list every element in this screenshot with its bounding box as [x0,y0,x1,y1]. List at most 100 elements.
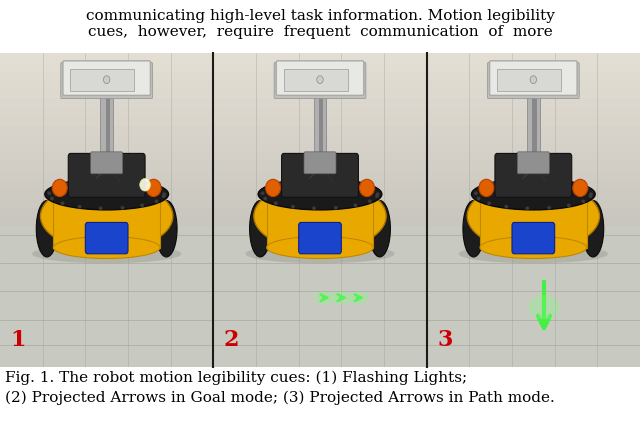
Ellipse shape [258,179,382,210]
Ellipse shape [53,237,160,259]
Ellipse shape [573,179,588,197]
Text: cues,  however,  require  frequent  communication  of  more: cues, however, require frequent communic… [88,25,552,39]
Bar [213,89,427,98]
FancyBboxPatch shape [304,152,336,174]
Ellipse shape [267,237,373,259]
FancyBboxPatch shape [299,223,341,254]
Ellipse shape [156,201,177,257]
Bar [213,117,427,126]
Ellipse shape [254,181,386,251]
Bar [427,162,640,171]
Ellipse shape [334,206,338,209]
Ellipse shape [331,291,352,304]
Bar [0,135,213,144]
Ellipse shape [581,199,585,203]
FancyBboxPatch shape [61,62,152,98]
Bar [106,94,110,163]
Ellipse shape [555,179,559,183]
Bar [267,201,373,248]
Text: (2) Projected Arrows in Goal mode; (3) Projected Arrows in Path mode.: (2) Projected Arrows in Goal mode; (3) P… [5,391,555,405]
Ellipse shape [474,191,478,195]
Ellipse shape [312,206,316,210]
Ellipse shape [314,291,335,304]
Ellipse shape [61,201,65,205]
Bar [427,89,640,98]
Ellipse shape [50,197,54,201]
Ellipse shape [480,237,587,259]
Ellipse shape [528,295,560,320]
Bar [427,98,640,108]
Ellipse shape [140,204,144,207]
Bar [427,226,640,367]
Bar [213,226,427,367]
Bar [0,162,213,171]
Ellipse shape [582,201,604,257]
Ellipse shape [368,199,372,203]
Bar [0,62,213,71]
Bar [427,190,640,198]
Ellipse shape [477,197,481,201]
Bar [427,198,640,208]
Bar [96,89,117,97]
Bar [480,201,587,248]
Ellipse shape [128,179,132,183]
Ellipse shape [298,179,302,183]
Text: 2: 2 [224,329,239,351]
Bar [0,153,213,162]
Ellipse shape [317,76,323,84]
Ellipse shape [146,179,161,197]
Bar [100,94,113,163]
Bar [284,69,348,91]
Bar [0,80,213,89]
Ellipse shape [47,191,51,195]
Ellipse shape [52,179,67,197]
Bar [497,69,561,91]
FancyBboxPatch shape [68,153,145,197]
Bar [0,217,213,226]
Ellipse shape [45,179,168,210]
Bar [0,71,213,80]
Bar [213,217,427,226]
Bar [0,53,213,235]
Ellipse shape [547,206,551,209]
Bar [213,44,427,53]
Ellipse shape [250,201,271,257]
Bar [427,62,640,71]
Bar [319,94,323,163]
Ellipse shape [487,201,491,205]
Bar [213,71,427,80]
Ellipse shape [375,194,379,198]
Ellipse shape [479,179,494,197]
FancyBboxPatch shape [488,62,579,98]
FancyBboxPatch shape [63,61,150,95]
Ellipse shape [40,181,173,251]
Bar [213,62,427,71]
Bar [53,201,160,248]
Text: 1: 1 [11,329,26,351]
FancyBboxPatch shape [91,152,123,174]
Ellipse shape [77,205,81,209]
Ellipse shape [32,244,181,263]
Bar [213,135,427,144]
Bar [0,198,213,208]
Bar [213,53,427,235]
Bar [0,171,213,180]
Bar [532,94,536,163]
FancyBboxPatch shape [85,223,128,254]
Ellipse shape [158,187,162,191]
Bar [0,108,213,117]
Ellipse shape [479,186,483,190]
Bar [427,117,640,126]
Bar [0,180,213,190]
Bar [427,53,640,235]
Ellipse shape [107,178,111,182]
FancyBboxPatch shape [517,152,549,174]
Ellipse shape [146,182,150,186]
Text: Fig. 1. The robot motion legibility cues: (1) Flashing Lights;: Fig. 1. The robot motion legibility cues… [5,371,467,385]
Ellipse shape [360,179,374,197]
FancyBboxPatch shape [512,223,555,254]
Bar [427,144,640,153]
Ellipse shape [525,206,529,210]
Bar [213,198,427,208]
Bar [213,180,427,190]
